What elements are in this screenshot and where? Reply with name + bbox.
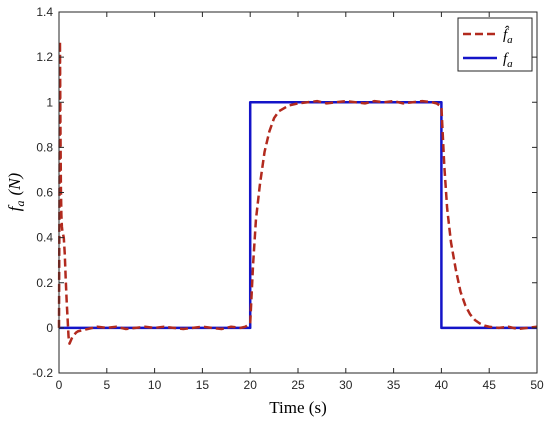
x-tick-label: 15 — [196, 378, 210, 392]
x-tick-label: 5 — [103, 378, 110, 392]
y-tick-label: 0.6 — [36, 186, 53, 200]
y-tick-label: -0.2 — [32, 366, 53, 380]
x-tick-label: 35 — [387, 378, 401, 392]
x-tick-label: 20 — [244, 378, 258, 392]
x-tick-label: 30 — [339, 378, 353, 392]
legend: f̂a fa — [457, 17, 533, 72]
y-tick-label: 0.8 — [36, 140, 53, 154]
legend-label-estimate: f̂a — [503, 26, 513, 46]
series-line-estimate — [57, 40, 538, 345]
series-layer — [57, 40, 538, 345]
plot-background — [59, 12, 537, 373]
y-tick-label: 1 — [46, 95, 53, 109]
y-axis-label-subscript: a — [13, 200, 27, 206]
x-tick-label: 10 — [148, 378, 162, 392]
axes-layer: 0 5 10 15 20 25 30 35 40 45 50-0.200.20.40.60.811.… — [32, 5, 544, 392]
x-tick-label: 40 — [435, 378, 449, 392]
x-tick-label: 0 — [56, 378, 63, 392]
y-axis-label: fa (N) — [5, 172, 27, 211]
svg-text:fa(N): fa (N) — [5, 172, 27, 211]
x-axis-label: Time (s) — [269, 398, 326, 417]
x-tick-label: 25 — [291, 378, 305, 392]
y-tick-label: 0 — [46, 321, 53, 335]
y-tick-label: 0.4 — [36, 231, 53, 245]
legend-label-actual: fa — [503, 51, 513, 70]
y-axis-label-main: f — [5, 204, 24, 211]
y-tick-label: 0.2 — [36, 276, 53, 290]
x-tick-label: 45 — [483, 378, 497, 392]
y-tick-label: 1.2 — [36, 50, 53, 64]
legend-box — [457, 17, 533, 72]
x-tick-label: 50 — [530, 378, 544, 392]
y-tick-label: 1.4 — [36, 5, 53, 19]
y-axis-label-unit: (N) — [5, 172, 24, 195]
